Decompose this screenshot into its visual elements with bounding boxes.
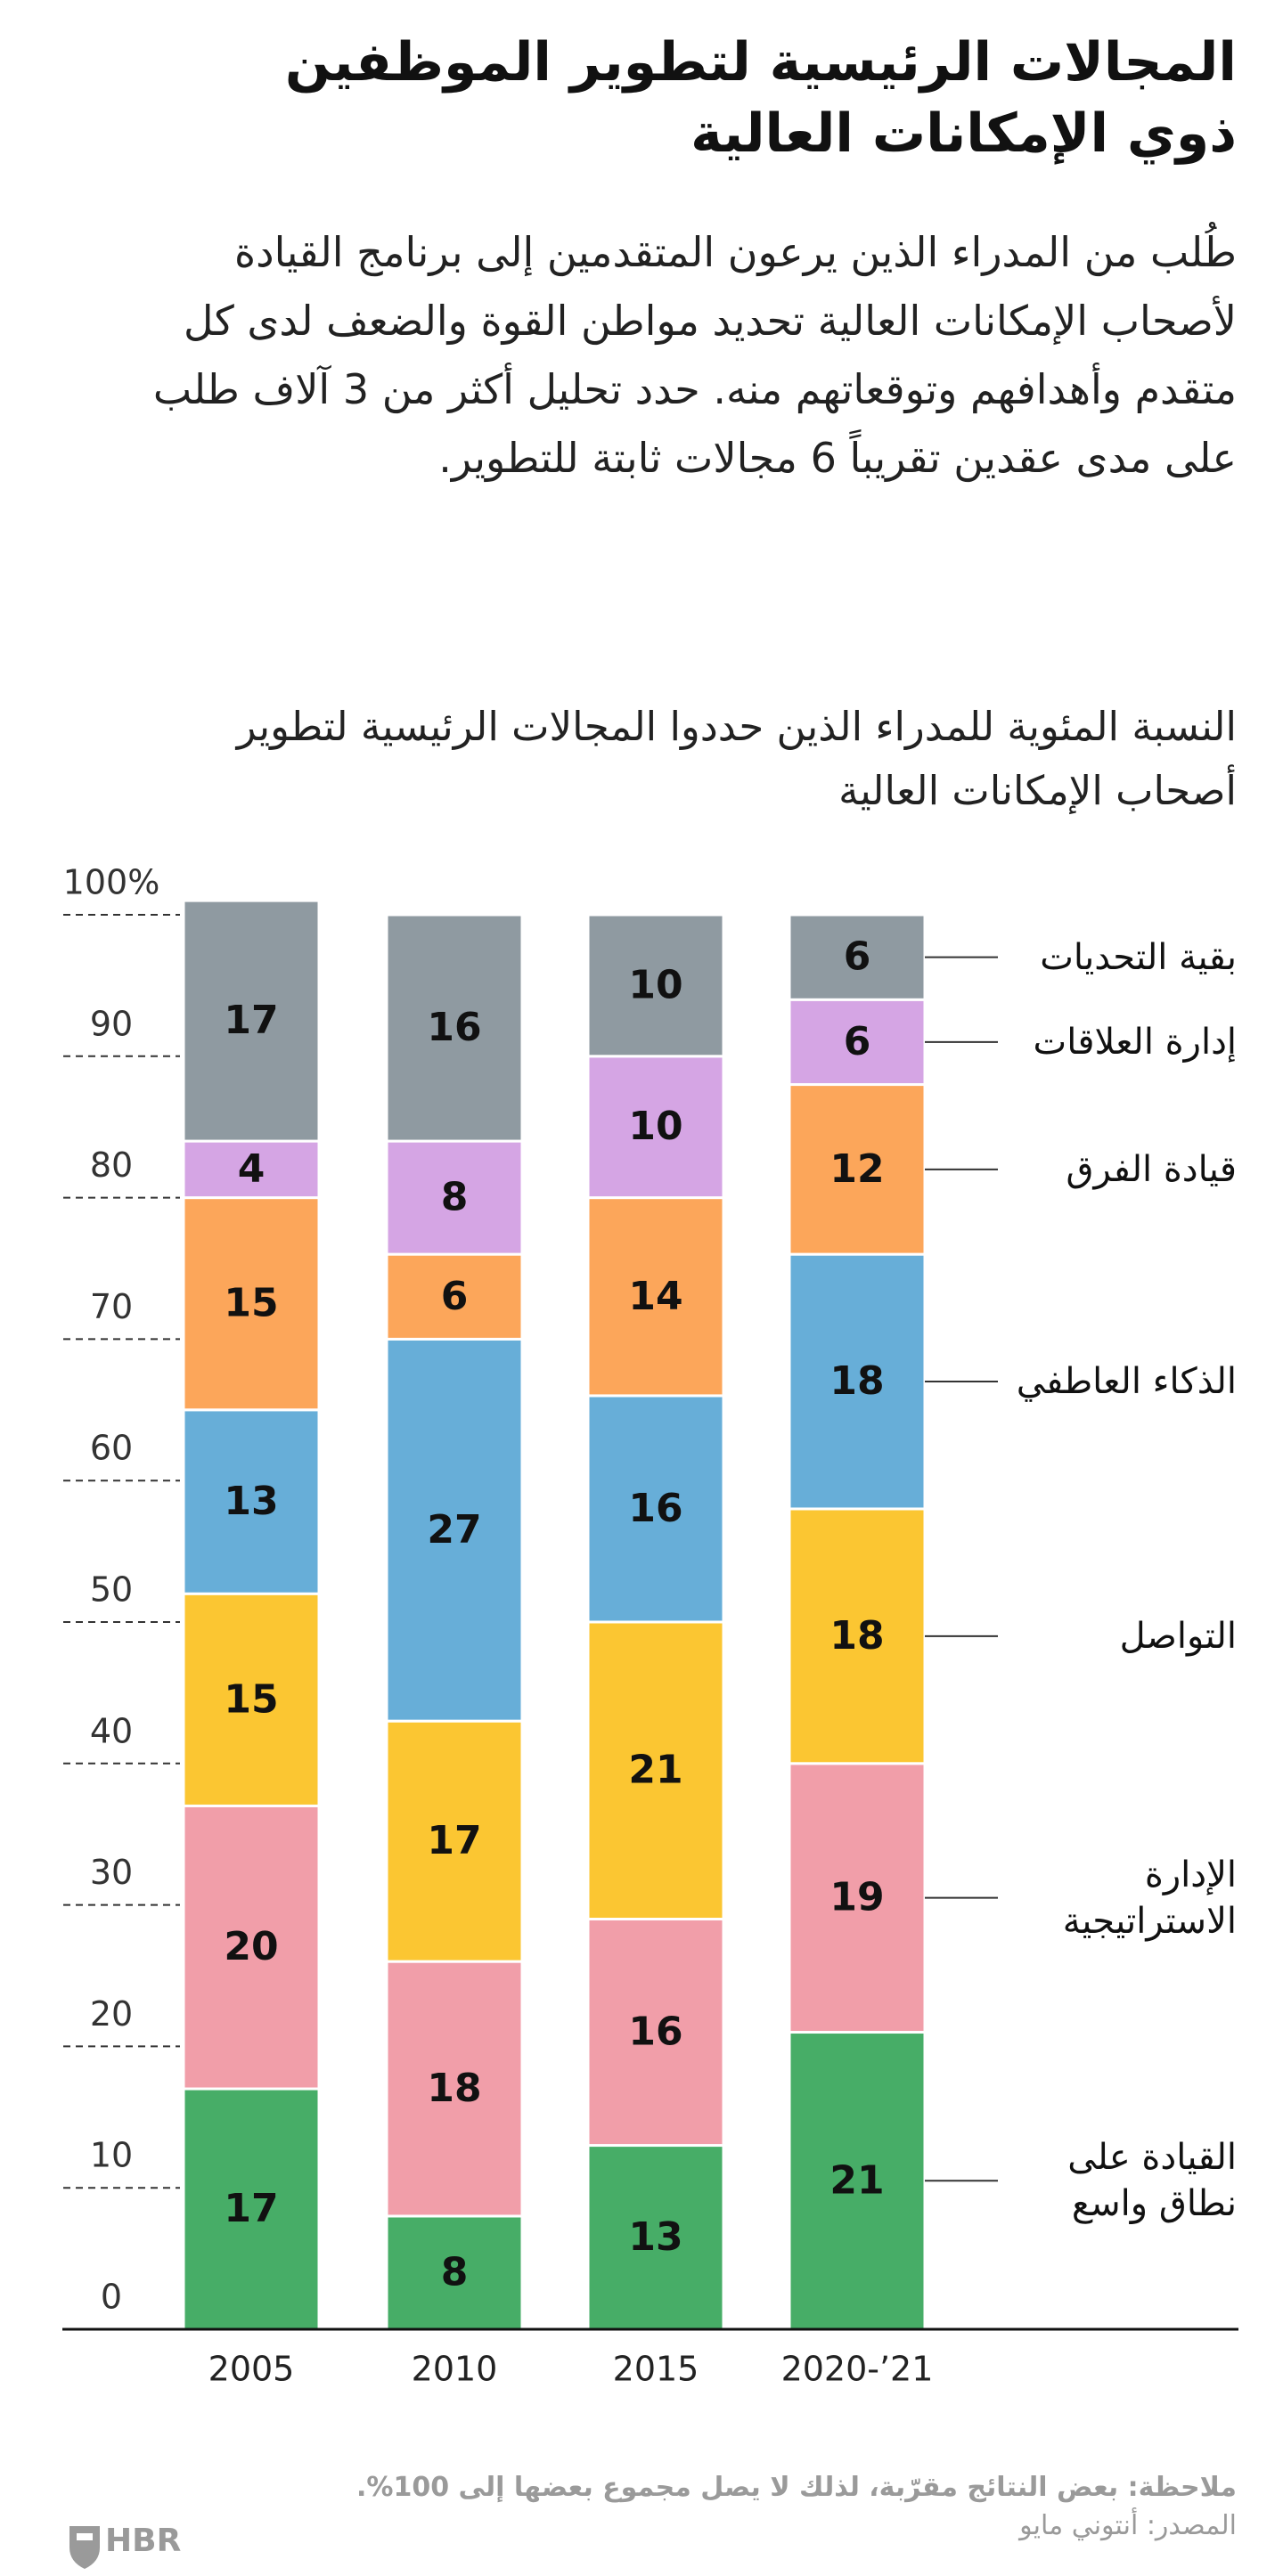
bar-segment [182, 1196, 321, 1412]
value-label: 18 [829, 1613, 884, 1659]
bar-segment [586, 913, 725, 1058]
logo-shield [69, 2526, 100, 2569]
value-label: 27 [427, 1507, 481, 1553]
bar-segment [182, 1139, 321, 1200]
value-label: 13 [224, 1479, 278, 1524]
subtitle: طُلب من المدراء الذين يرعون المتقدمين إل… [152, 228, 1237, 482]
y-tick-label: 50 [90, 1570, 133, 1610]
value-label: 21 [628, 1748, 682, 1793]
bar-segment [385, 1337, 524, 1723]
value-label: 17 [224, 2186, 278, 2231]
bar-segment [182, 1804, 321, 2091]
y-tick-label: 90 [90, 1004, 133, 1043]
value-label: 13 [628, 2214, 682, 2260]
bar-segment [182, 1592, 321, 1807]
bar-segment [788, 913, 927, 1001]
legend-label: بقية التحديات [1040, 936, 1237, 978]
legend-label: الإدارة الاستراتيجية [1062, 1854, 1237, 1942]
value-label: 17 [224, 998, 278, 1043]
value-label: 12 [829, 1146, 884, 1192]
value-label: 4 [238, 1146, 266, 1192]
logo: HBR [105, 2523, 182, 2559]
legend-label: الذكاء العاطفي [1016, 1361, 1237, 1403]
y-tick-label: 20 [90, 1994, 133, 2034]
value-label: 6 [844, 1019, 871, 1064]
bar-segment [586, 1394, 725, 1624]
bar-segment [385, 1252, 524, 1341]
legend-label: إدارة العلاقات [1033, 1021, 1237, 1063]
bar-segment [385, 2214, 524, 2331]
value-label: 15 [224, 1676, 278, 1722]
bar-segment [182, 899, 321, 1143]
legend-label: التواصل [1119, 1615, 1237, 1657]
value-label: 8 [441, 1175, 469, 1220]
value-label: 10 [628, 962, 682, 1007]
bar-segment [788, 1252, 927, 1511]
value-label: 10 [628, 1104, 682, 1149]
value-label: 6 [844, 934, 871, 980]
note: ملاحظة: بعض النتائج مقرّبة، لذلك لا يصل … [356, 2472, 1237, 2503]
value-label: 16 [427, 1005, 481, 1050]
value-label: 15 [224, 1281, 278, 1326]
value-label: 21 [829, 2157, 884, 2203]
value-label: 6 [441, 1274, 469, 1319]
legend-label: القيادة على نطاق واسع [1067, 2137, 1237, 2225]
bar-segment [385, 913, 524, 1143]
value-label: 16 [628, 2009, 682, 2055]
value-label: 18 [427, 2066, 481, 2111]
y-tick-label: 70 [90, 1287, 133, 1326]
bar-segment [586, 1055, 725, 1200]
y-tick-label: 100% [63, 863, 160, 902]
value-label: 19 [829, 1875, 884, 1920]
y-tick-label: 0 [101, 2278, 122, 2317]
y-tick-label: 30 [90, 1853, 133, 1892]
value-label: 14 [628, 1274, 682, 1319]
bar-segment [385, 1719, 524, 1963]
y-tick-label: 40 [90, 1711, 133, 1750]
bar-segment [385, 1139, 524, 1256]
legend-label: قيادة الفرق [1066, 1148, 1237, 1190]
bar-segment [182, 1408, 321, 1595]
title: المجالات الرئيسية لتطوير الموظفين ذوي ال… [284, 31, 1237, 165]
bar-segment [586, 1620, 725, 1920]
source: المصدر: أنتوني مايو [1019, 2510, 1237, 2541]
value-label: 17 [427, 1818, 481, 1863]
bar-segment [586, 1196, 725, 1398]
value-label: 20 [224, 1924, 278, 1969]
x-tick-label: 2005 [208, 2350, 295, 2389]
x-tick-label: 2020-’21 [781, 2350, 934, 2389]
chart-title: النسبة المئوية للمدراء الذين حددوا المجا… [236, 703, 1237, 814]
value-label: 16 [628, 1486, 682, 1531]
y-tick-label: 10 [90, 2136, 133, 2175]
bar-segment [385, 1960, 524, 2218]
value-label: 18 [829, 1358, 884, 1404]
bar-segment [788, 2031, 927, 2331]
value-label: 8 [441, 2249, 469, 2295]
bar-segment [586, 1917, 725, 2148]
bar-segment [788, 998, 927, 1087]
y-tick-label: 60 [90, 1429, 133, 1468]
x-tick-label: 2010 [412, 2350, 498, 2389]
y-tick-label: 80 [90, 1145, 133, 1185]
x-tick-label: 2015 [613, 2350, 699, 2389]
